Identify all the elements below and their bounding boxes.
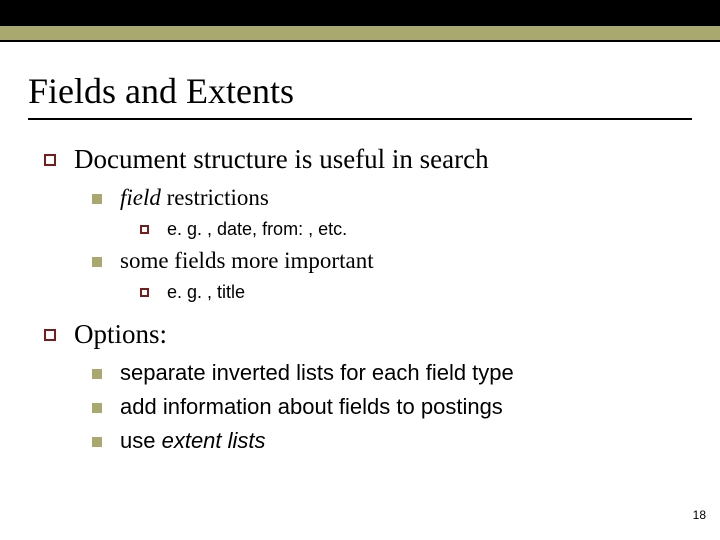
open-square-small-icon: [140, 288, 149, 297]
rest-text: restrictions: [161, 185, 269, 210]
header-bar-dark: [0, 0, 720, 26]
header-bar-olive: [0, 26, 720, 42]
bullet-l3: e. g. , title: [140, 282, 696, 303]
prefix-text: use: [120, 428, 162, 453]
italic-word: extent lists: [162, 428, 266, 453]
open-square-icon: [44, 154, 56, 166]
bullet-text: Document structure is useful in search: [74, 144, 489, 175]
bullet-l2: separate inverted lists for each field t…: [92, 360, 696, 386]
italic-word: field: [120, 185, 161, 210]
bullet-l2: field restrictions: [92, 185, 696, 211]
bullet-text: Options:: [74, 319, 167, 350]
bullet-text: field restrictions: [120, 185, 269, 211]
bullet-text: use extent lists: [120, 428, 266, 454]
filled-square-icon: [92, 437, 102, 447]
page-number: 18: [693, 508, 706, 522]
bullet-text: some fields more important: [120, 248, 374, 274]
bullet-l2: add information about fields to postings: [92, 394, 696, 420]
bullet-text: add information about fields to postings: [120, 394, 503, 420]
bullet-text: e. g. , date, from: , etc.: [167, 219, 347, 240]
filled-square-icon: [92, 403, 102, 413]
bullet-l1: Options:: [44, 319, 696, 350]
open-square-small-icon: [140, 225, 149, 234]
open-square-icon: [44, 329, 56, 341]
bullet-l3: e. g. , date, from: , etc.: [140, 219, 696, 240]
bullet-text: separate inverted lists for each field t…: [120, 360, 514, 386]
bullet-l1: Document structure is useful in search: [44, 144, 696, 175]
bullet-l2: some fields more important: [92, 248, 696, 274]
title-underline: [28, 118, 692, 120]
filled-square-icon: [92, 257, 102, 267]
slide-content: Document structure is useful in search f…: [44, 144, 696, 454]
filled-square-icon: [92, 194, 102, 204]
filled-square-icon: [92, 369, 102, 379]
slide-title: Fields and Extents: [28, 70, 720, 112]
bullet-l2: use extent lists: [92, 428, 696, 454]
bullet-text: e. g. , title: [167, 282, 245, 303]
spacer: [44, 311, 696, 319]
